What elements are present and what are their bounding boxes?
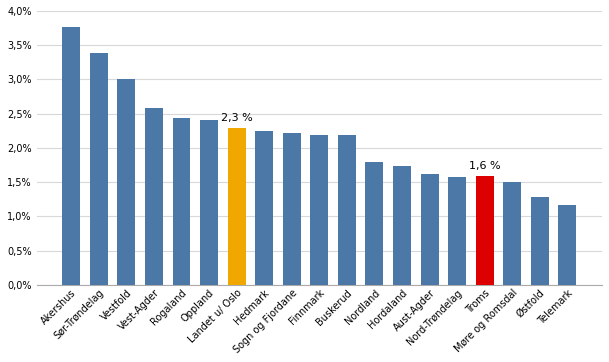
Bar — [228, 128, 245, 285]
Bar — [255, 131, 273, 285]
Bar — [365, 162, 384, 285]
Bar — [393, 167, 411, 285]
Text: 2,3 %: 2,3 % — [220, 113, 253, 123]
Bar — [200, 120, 218, 285]
Bar — [311, 135, 328, 285]
Bar — [421, 174, 438, 285]
Bar — [283, 133, 301, 285]
Bar — [476, 176, 494, 285]
Bar — [531, 197, 549, 285]
Bar — [338, 135, 356, 285]
Bar — [172, 118, 191, 285]
Bar — [503, 182, 521, 285]
Text: 1,6 %: 1,6 % — [469, 161, 501, 171]
Bar — [448, 177, 466, 285]
Bar — [90, 54, 108, 285]
Bar — [558, 205, 576, 285]
Bar — [118, 80, 135, 285]
Bar — [145, 108, 163, 285]
Bar — [62, 28, 80, 285]
